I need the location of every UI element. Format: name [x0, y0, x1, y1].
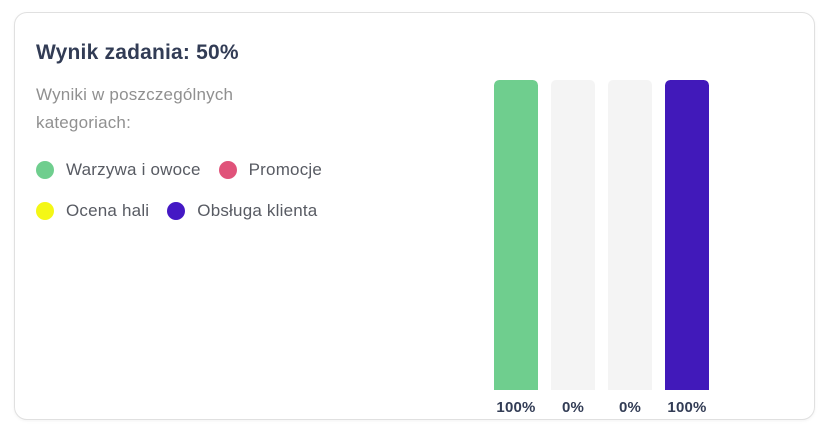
bar-fill-obs-uga-klienta — [665, 80, 709, 390]
bar-track-warzywa-i-owoce — [494, 80, 538, 390]
bar-value-label-obs-uga-klienta: 100% — [667, 399, 707, 416]
legend-label-warzywa-i-owoce: Warzywa i owoce — [66, 160, 201, 179]
legend-row-1: Warzywa i owoce Promocje — [36, 160, 322, 180]
legend-label-ocena-hali: Ocena hali — [66, 201, 150, 220]
bar-track-promocje — [551, 80, 595, 390]
bar-track-ocena-hali — [608, 80, 652, 390]
bar-column-warzywa-i-owoce: 100% — [494, 80, 538, 416]
bar-column-ocena-hali: 0% — [608, 80, 652, 416]
bar-chart: 100% 0% 0% 100% — [494, 80, 709, 416]
legend-row-2: Ocena hali Obsługa klienta — [36, 201, 322, 221]
legend: Warzywa i owoce Promocje Ocena hali Obsł… — [36, 160, 322, 221]
legend-label-obsluga-klienta: Obsługa klienta — [197, 201, 318, 220]
bar-value-label-ocena-hali: 0% — [618, 399, 642, 416]
legend-item-warzywa-i-owoce: Warzywa i owoce — [36, 160, 201, 180]
legend-item-ocena-hali: Ocena hali — [36, 201, 149, 221]
legend-item-promocje: Promocje — [218, 160, 323, 180]
result-card: Wynik zadania: 50% Wyniki w poszczególny… — [14, 12, 815, 420]
legend-item-obsluga-klienta: Obsługa klienta — [167, 201, 317, 221]
bar-value-label-warzywa-i-owoce: 100% — [496, 399, 536, 416]
categories-subtitle: Wyniki w poszczególnych kategoriach: — [36, 85, 234, 132]
legend-dot-purple — [167, 202, 186, 220]
bar-track-obs-uga-klienta — [665, 80, 709, 390]
bar-value-label-promocje: 0% — [561, 399, 585, 416]
legend-dot-pink — [218, 161, 237, 179]
bar-fill-warzywa-i-owoce — [494, 80, 538, 390]
task-score-title: Wynik zadania: 50% — [36, 41, 239, 64]
legend-label-promocje: Promocje — [248, 160, 323, 179]
legend-dot-yellow — [36, 202, 54, 220]
bar-column-promocje: 0% — [551, 80, 595, 416]
bar-column-obs-uga-klienta: 100% — [665, 80, 709, 416]
legend-dot-green — [36, 161, 54, 179]
